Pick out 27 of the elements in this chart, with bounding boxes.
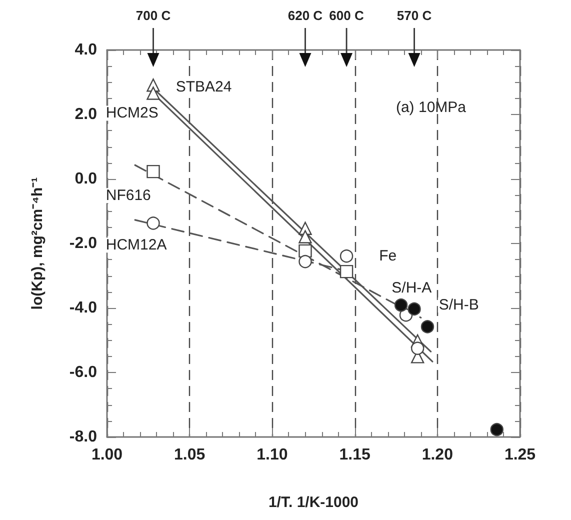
series-label: HCM12A (106, 236, 167, 254)
ref-line-label: 570 C (396, 8, 432, 23)
series-label: NF616 (106, 187, 151, 204)
ref-line-label: 700 C (136, 8, 171, 23)
x-tick-label: 1.00 (91, 446, 123, 464)
y-tick-label: -2.0 (69, 235, 98, 252)
series-label: S/H-A (392, 280, 432, 297)
y-tick-label: -4.0 (69, 300, 98, 316)
ref-line-label: 600 C (329, 8, 364, 23)
series-label: HCM2S (106, 104, 158, 122)
x-tick-label: 1.25 (504, 446, 536, 464)
y-axis-title: lo(Kp), mg²cm⁻⁴h⁻¹ (29, 177, 46, 310)
y-tick-label: 0.0 (74, 170, 98, 188)
annotation: (a) 10MPa (396, 99, 467, 116)
x-tick-label: 1.10 (256, 446, 288, 464)
series-label: S/H-B (438, 296, 479, 314)
y-tick-label: -8.0 (69, 428, 98, 446)
y-tick-label: 2.0 (74, 106, 98, 123)
x-tick-label: 1.20 (422, 446, 454, 464)
x-tick-label: 1.05 (174, 446, 206, 464)
series-label: STBA24 (176, 78, 232, 96)
x-tick-label: 1.15 (339, 446, 370, 464)
y-tick-label: 4.0 (74, 42, 98, 58)
y-tick-label: -6.0 (69, 364, 98, 381)
series-label: Fe (379, 248, 397, 265)
x-axis-title: 1/T. 1/K-1000 (268, 494, 359, 511)
ref-line-label: 620 C (288, 8, 323, 23)
